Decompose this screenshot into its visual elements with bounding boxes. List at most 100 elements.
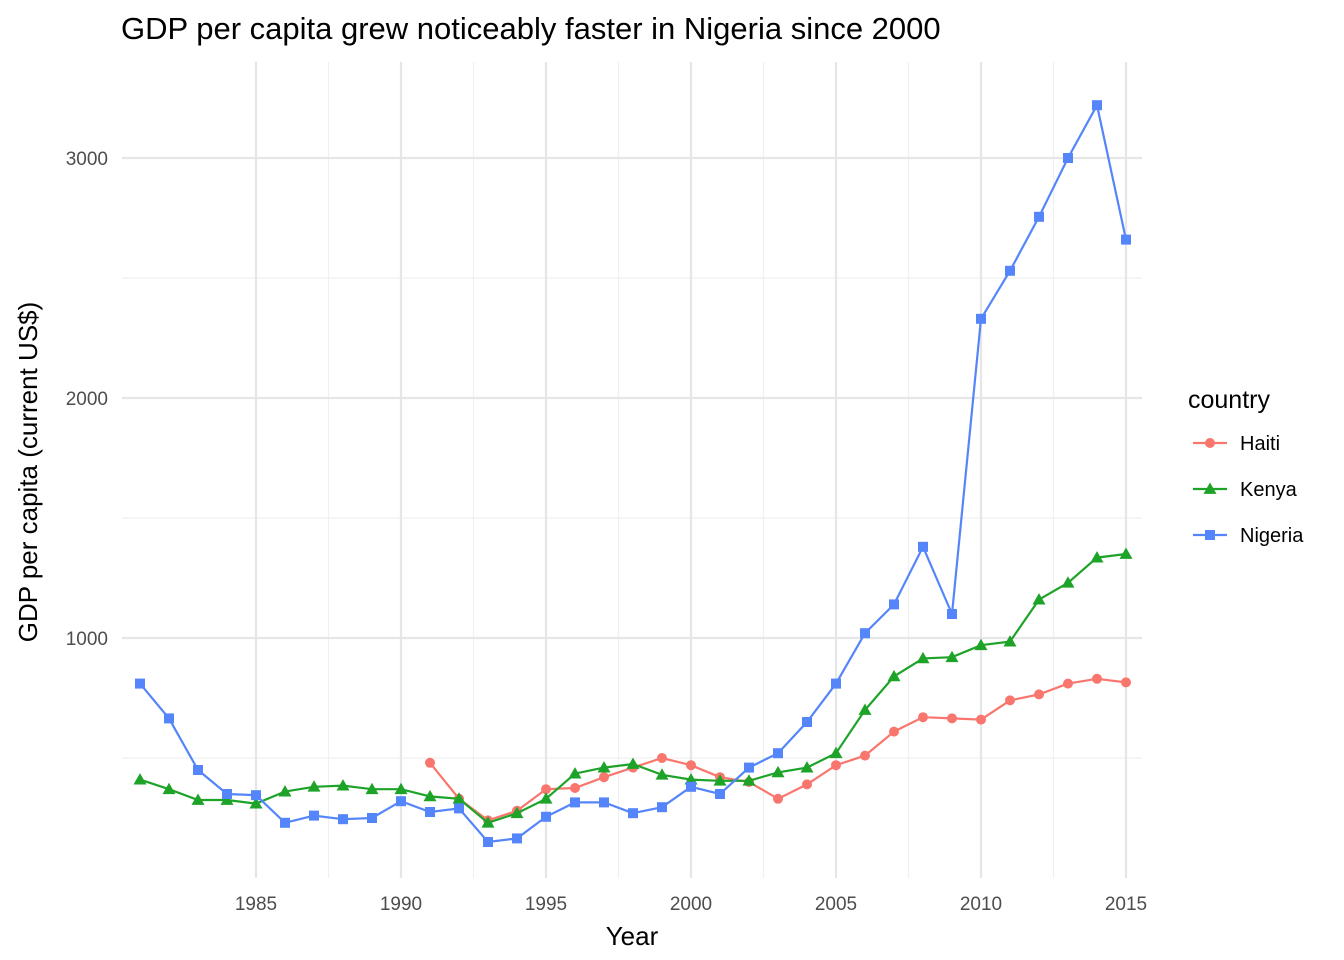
data-point-kenya (916, 651, 930, 664)
data-point-kenya (220, 793, 234, 805)
series-nigeria (135, 100, 1131, 847)
data-point-kenya (510, 806, 524, 819)
series-line-nigeria (139, 102, 1128, 844)
legend-marker-kenya (1203, 482, 1217, 494)
data-point-kenya (133, 773, 147, 785)
data-point-kenya (278, 785, 292, 797)
data-point-nigeria (889, 599, 899, 610)
data-point-haiti (570, 783, 580, 793)
data-point-nigeria (918, 541, 928, 552)
y-tick-label: 2000 (66, 389, 108, 410)
legend: country Haiti Kenya Nigeria (1188, 386, 1304, 547)
legend-label-kenya: Kenya (1240, 479, 1298, 501)
axis-tick-labels: 1985 1990 1995 2000 2005 2010 2015 1000 2000 3000 (66, 149, 1147, 915)
legend-item-nigeria: Nigeria (1193, 525, 1304, 547)
y-tick-label: 1000 (66, 629, 108, 650)
data-point-nigeria (657, 802, 667, 813)
data-point-haiti (860, 750, 870, 761)
data-point-nigeria (744, 762, 754, 773)
data-point-kenya (684, 773, 698, 785)
data-point-kenya (394, 782, 408, 795)
data-point-kenya (452, 792, 466, 804)
data-point-haiti (1034, 689, 1044, 700)
data-point-kenya (771, 765, 785, 778)
legend-title: country (1188, 386, 1270, 414)
data-point-kenya (1119, 547, 1133, 559)
data-point-haiti (918, 712, 928, 723)
data-point-nigeria (599, 797, 609, 808)
data-point-haiti (425, 757, 435, 768)
data-point-nigeria (541, 811, 551, 822)
data-point-kenya (1032, 593, 1046, 605)
legend-label-nigeria: Nigeria (1240, 525, 1304, 547)
x-tick-label: 1995 (525, 894, 567, 915)
data-point-nigeria (309, 810, 319, 821)
legend-label-haiti: Haiti (1240, 433, 1280, 455)
data-point-kenya (597, 761, 611, 773)
data-point-nigeria (628, 808, 638, 819)
x-tick-label: 2005 (815, 894, 857, 915)
series-line-kenya (139, 552, 1127, 825)
data-point-nigeria (686, 781, 696, 792)
data-point-haiti (686, 760, 696, 771)
grid (122, 62, 1142, 878)
legend-item-haiti: Haiti (1193, 433, 1280, 455)
series-layer (133, 100, 1133, 847)
data-point-haiti (1092, 673, 1102, 684)
data-point-nigeria (338, 814, 348, 825)
data-point-kenya (191, 793, 205, 805)
legend-marker-nigeria (1205, 530, 1215, 540)
data-point-kenya (539, 792, 553, 804)
data-point-haiti (802, 779, 812, 790)
data-point-nigeria (425, 807, 435, 817)
data-point-haiti (599, 772, 609, 783)
x-tick-label: 2010 (960, 894, 1002, 915)
data-point-nigeria (367, 813, 377, 823)
data-point-nigeria (193, 765, 203, 775)
data-point-nigeria (512, 833, 522, 844)
data-point-nigeria (1034, 211, 1044, 222)
data-point-haiti (947, 713, 957, 724)
data-point-kenya (1061, 576, 1075, 588)
data-point-nigeria (802, 717, 812, 727)
data-point-haiti (831, 760, 841, 771)
data-point-nigeria (715, 789, 725, 799)
data-point-kenya (249, 797, 263, 809)
data-point-haiti (1063, 678, 1073, 689)
data-point-nigeria (222, 789, 232, 799)
data-point-kenya (945, 650, 959, 663)
data-point-kenya (568, 767, 582, 779)
data-point-kenya (1003, 635, 1017, 647)
data-point-kenya (336, 779, 350, 791)
data-point-nigeria (1063, 153, 1073, 163)
data-point-nigeria (396, 796, 406, 807)
data-point-haiti (657, 753, 667, 763)
data-point-kenya (742, 774, 756, 786)
data-point-nigeria (1005, 265, 1015, 276)
data-point-nigeria (251, 790, 261, 801)
data-point-nigeria (773, 748, 783, 759)
data-point-nigeria (483, 837, 493, 847)
data-point-haiti (1005, 695, 1015, 706)
data-point-kenya (800, 761, 814, 773)
data-point-haiti (773, 793, 783, 804)
data-point-nigeria (947, 609, 957, 619)
data-point-nigeria (164, 713, 174, 724)
x-tick-label: 2015 (1105, 894, 1147, 915)
data-point-haiti (541, 784, 551, 795)
chart-title: GDP per capita grew noticeably faster in… (121, 11, 941, 46)
data-point-kenya (626, 757, 640, 769)
data-point-nigeria (1092, 100, 1102, 111)
data-point-nigeria (1121, 234, 1131, 245)
data-point-nigeria (831, 678, 841, 689)
x-tick-label: 1990 (380, 894, 422, 915)
data-point-nigeria (860, 628, 870, 639)
y-axis-title: GDP per capita (current US$) (13, 302, 43, 643)
data-point-kenya (162, 782, 176, 795)
data-point-kenya (713, 774, 727, 786)
data-point-kenya (974, 638, 988, 651)
data-point-kenya (1090, 551, 1104, 563)
data-point-nigeria (976, 313, 986, 324)
x-axis-title: Year (606, 921, 659, 951)
